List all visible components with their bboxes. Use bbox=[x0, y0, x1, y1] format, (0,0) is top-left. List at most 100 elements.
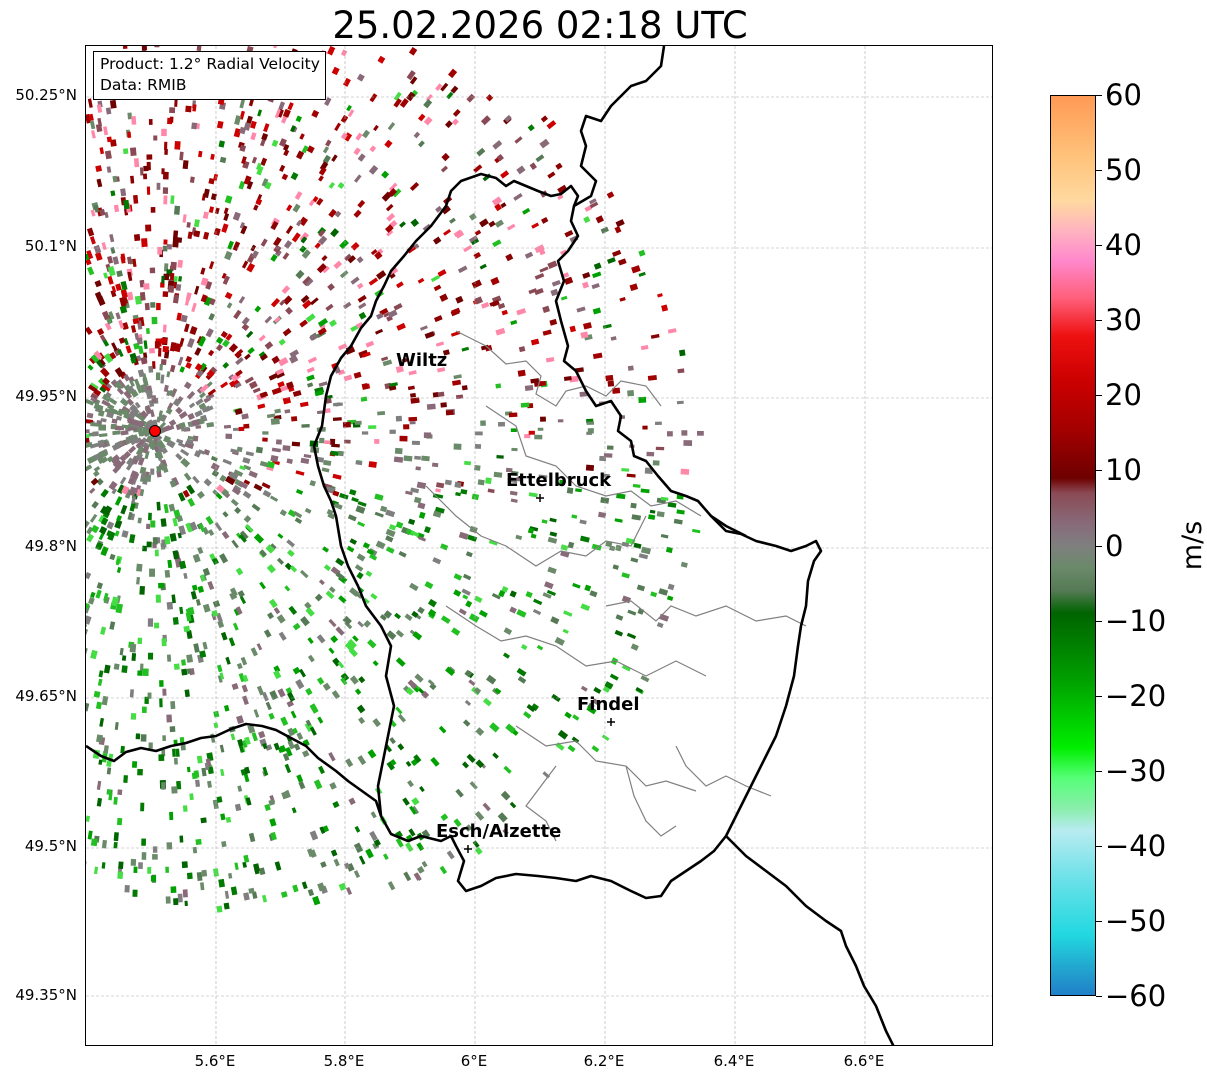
echo-gate bbox=[673, 518, 683, 525]
echo-gate bbox=[198, 336, 207, 347]
echo-gate bbox=[368, 425, 377, 429]
echo-gate bbox=[235, 567, 244, 576]
echo-gate bbox=[362, 542, 371, 550]
echo-gate bbox=[667, 583, 675, 591]
echo-gate bbox=[208, 529, 215, 536]
echo-gate bbox=[242, 674, 249, 683]
echo-gate bbox=[535, 154, 545, 163]
echo-gate bbox=[234, 381, 242, 389]
echo-gate bbox=[129, 643, 137, 653]
echo-gate bbox=[130, 713, 137, 720]
echo-gate bbox=[393, 91, 402, 101]
echo-gate bbox=[178, 560, 187, 570]
echo-gate bbox=[147, 474, 152, 482]
echo-gate bbox=[145, 224, 152, 232]
echo-gate bbox=[282, 328, 292, 337]
echo-gate bbox=[159, 680, 164, 687]
echo-gate bbox=[113, 841, 118, 849]
colorbar-tick-label: 30 bbox=[1105, 303, 1142, 338]
echo-gate bbox=[373, 838, 381, 847]
echo-gate bbox=[243, 854, 250, 863]
echo-gate bbox=[228, 471, 239, 481]
echo-gate bbox=[198, 391, 206, 399]
echo-gate bbox=[309, 703, 319, 714]
echo-gate bbox=[640, 344, 649, 351]
echo-gate bbox=[576, 306, 586, 313]
echo-gate bbox=[247, 724, 256, 734]
echo-gate bbox=[95, 589, 102, 599]
echo-gate bbox=[95, 701, 102, 710]
echo-gate bbox=[450, 85, 459, 94]
echo-gate bbox=[123, 199, 130, 210]
echo-gate bbox=[131, 761, 138, 768]
echo-gate bbox=[151, 395, 157, 403]
echo-gate bbox=[123, 450, 132, 459]
echo-gate bbox=[86, 398, 95, 406]
echo-gate bbox=[328, 181, 335, 189]
echo-gate bbox=[423, 116, 433, 126]
echo-gate bbox=[261, 894, 268, 903]
echo-gate bbox=[162, 291, 169, 297]
echo-gate bbox=[287, 740, 295, 750]
echo-gate bbox=[196, 369, 204, 378]
echo-gate bbox=[407, 679, 418, 690]
echo-gate bbox=[469, 212, 477, 221]
echo-gate bbox=[273, 236, 282, 247]
echo-gate bbox=[121, 655, 127, 661]
echo-gate bbox=[96, 780, 102, 790]
echo-gate bbox=[615, 219, 625, 228]
echo-gate bbox=[239, 596, 247, 605]
echo-gate bbox=[646, 451, 655, 457]
echo-gate bbox=[460, 489, 468, 495]
echo-gate bbox=[522, 207, 531, 215]
echo-gate bbox=[150, 468, 155, 475]
echo-gate bbox=[542, 329, 552, 336]
colorbar-tick-label: 0 bbox=[1105, 528, 1124, 563]
echo-gate bbox=[141, 46, 147, 51]
echo-gate bbox=[385, 203, 394, 212]
echo-gate bbox=[317, 327, 327, 336]
echo-gate bbox=[539, 266, 549, 273]
echo-gate bbox=[481, 301, 490, 309]
echo-gate bbox=[213, 722, 219, 729]
echo-gate bbox=[287, 509, 297, 518]
echo-gate bbox=[509, 801, 517, 809]
echo-gate bbox=[169, 272, 175, 280]
echo-gate bbox=[527, 124, 535, 132]
echo-gate bbox=[539, 138, 550, 149]
echo-gate bbox=[365, 848, 374, 859]
echo-gate bbox=[93, 690, 101, 698]
echo-gate bbox=[270, 253, 278, 262]
echo-gate bbox=[130, 357, 137, 364]
echo-gate bbox=[395, 521, 404, 529]
echo-gate bbox=[560, 295, 568, 301]
echo-gate bbox=[480, 115, 491, 126]
echo-gate bbox=[244, 353, 251, 360]
echo-gate bbox=[327, 283, 335, 291]
echo-gate bbox=[342, 421, 351, 428]
national-borders bbox=[86, 46, 895, 1045]
echo-gate bbox=[294, 191, 303, 200]
echo-gate bbox=[630, 502, 637, 509]
lon-label: 5.8°E bbox=[323, 1052, 365, 1070]
echo-gate bbox=[214, 522, 223, 532]
echo-gate bbox=[395, 415, 403, 422]
echo-gate bbox=[238, 534, 247, 543]
echo-gate bbox=[156, 501, 161, 511]
echo-gate bbox=[501, 585, 509, 593]
echo-gate bbox=[365, 340, 375, 348]
echo-gate bbox=[300, 569, 309, 579]
echo-gate bbox=[127, 272, 133, 282]
radar-map[interactable] bbox=[85, 45, 993, 1046]
echo-gate bbox=[106, 767, 112, 775]
echo-gate bbox=[354, 174, 362, 183]
echo-gate bbox=[150, 520, 156, 528]
echo-gate bbox=[680, 468, 690, 475]
echo-gate bbox=[251, 250, 259, 259]
echo-gate bbox=[299, 401, 309, 408]
echo-gate bbox=[183, 472, 192, 481]
echo-gate bbox=[279, 138, 287, 147]
echo-gate bbox=[462, 594, 469, 600]
echo-gate bbox=[180, 314, 188, 323]
echo-gate bbox=[453, 374, 462, 380]
